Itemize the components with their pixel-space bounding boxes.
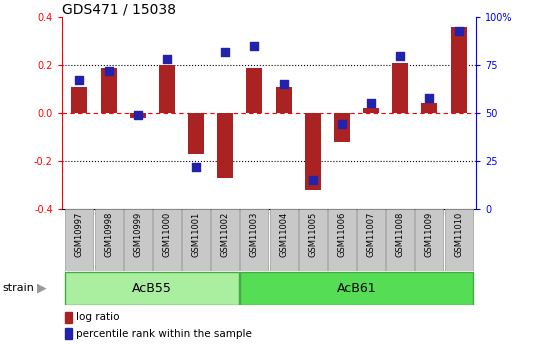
Point — [425, 95, 434, 100]
FancyBboxPatch shape — [124, 209, 152, 271]
Point — [221, 49, 230, 55]
Bar — [72, 87, 87, 113]
FancyBboxPatch shape — [182, 209, 210, 271]
Text: GSM10999: GSM10999 — [133, 212, 142, 257]
Text: GSM10997: GSM10997 — [75, 212, 84, 257]
Text: GSM11003: GSM11003 — [250, 212, 259, 257]
Text: percentile rank within the sample: percentile rank within the sample — [76, 329, 252, 338]
Bar — [421, 104, 437, 113]
Text: AcB61: AcB61 — [337, 282, 377, 295]
Text: GSM11000: GSM11000 — [162, 212, 172, 257]
Text: GSM11002: GSM11002 — [221, 212, 230, 257]
Text: GSM11001: GSM11001 — [192, 212, 201, 257]
FancyBboxPatch shape — [66, 209, 94, 271]
FancyBboxPatch shape — [240, 272, 472, 305]
Text: strain: strain — [3, 283, 34, 293]
FancyBboxPatch shape — [444, 209, 472, 271]
FancyBboxPatch shape — [415, 209, 443, 271]
Bar — [451, 27, 466, 113]
Point — [250, 43, 259, 49]
Point — [308, 177, 317, 183]
Bar — [246, 68, 263, 113]
Text: GDS471 / 15038: GDS471 / 15038 — [62, 2, 176, 16]
Point — [192, 164, 200, 169]
Bar — [159, 65, 175, 113]
Bar — [334, 113, 350, 142]
Point — [338, 122, 346, 127]
FancyBboxPatch shape — [66, 272, 239, 305]
Bar — [101, 68, 117, 113]
FancyBboxPatch shape — [240, 209, 268, 271]
Text: GSM11010: GSM11010 — [454, 212, 463, 257]
Text: GSM11009: GSM11009 — [425, 212, 434, 257]
Point — [279, 81, 288, 87]
Bar — [305, 113, 321, 190]
Text: GSM11004: GSM11004 — [279, 212, 288, 257]
Point — [75, 78, 84, 83]
FancyBboxPatch shape — [211, 209, 239, 271]
FancyBboxPatch shape — [357, 209, 385, 271]
Bar — [392, 63, 408, 113]
Bar — [65, 312, 72, 323]
Point — [162, 57, 171, 62]
Point — [454, 28, 463, 33]
Text: GSM11008: GSM11008 — [396, 212, 405, 257]
FancyBboxPatch shape — [386, 209, 414, 271]
Point — [396, 53, 405, 58]
FancyBboxPatch shape — [153, 209, 181, 271]
Bar — [65, 328, 72, 339]
Point — [367, 101, 376, 106]
FancyBboxPatch shape — [299, 209, 327, 271]
Bar — [188, 113, 204, 154]
Text: log ratio: log ratio — [76, 313, 119, 322]
Text: ▶: ▶ — [37, 282, 46, 295]
FancyBboxPatch shape — [95, 209, 123, 271]
Point — [104, 68, 113, 73]
Bar — [363, 108, 379, 113]
Text: AcB55: AcB55 — [132, 282, 172, 295]
Text: GSM10998: GSM10998 — [104, 212, 113, 257]
FancyBboxPatch shape — [328, 209, 356, 271]
FancyBboxPatch shape — [270, 209, 298, 271]
Text: GSM11007: GSM11007 — [366, 212, 376, 257]
Text: GSM11006: GSM11006 — [337, 212, 346, 257]
Bar — [217, 113, 233, 178]
Point — [133, 112, 142, 118]
Text: GSM11005: GSM11005 — [308, 212, 317, 257]
Bar — [130, 113, 146, 118]
Bar — [275, 87, 292, 113]
